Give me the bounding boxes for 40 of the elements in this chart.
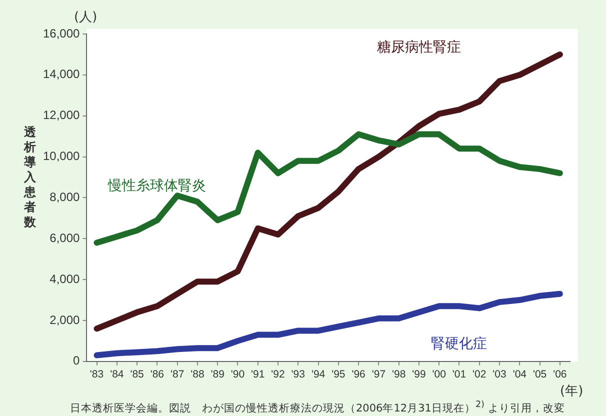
x-tick-label: '86 xyxy=(150,368,164,381)
x-tick-label: '02 xyxy=(472,368,486,381)
x-tick-label: '95 xyxy=(332,368,346,381)
y-tick-label: 4,000 xyxy=(50,272,80,286)
x-tick-label: '85 xyxy=(130,368,144,381)
x-tick-label: '98 xyxy=(392,368,406,381)
x-tick-label: '89 xyxy=(210,368,225,381)
y-tick-label: 12,000 xyxy=(43,108,80,122)
x-tick-label: '97 xyxy=(372,368,386,381)
x-tick-label: '01 xyxy=(452,368,466,381)
text: 糖尿病性腎症 xyxy=(376,40,461,56)
y-tick-label: 14,000 xyxy=(43,67,80,82)
x-tick-label: '87 xyxy=(170,368,184,381)
text: (人) xyxy=(74,9,98,26)
y-tick-label: 16,000 xyxy=(43,26,80,40)
x-tick-label: '92 xyxy=(271,368,286,381)
x-tick-label: '94 xyxy=(311,368,326,381)
x-tick-label: '83 xyxy=(90,368,104,381)
x-tick-label: '00 xyxy=(432,368,446,381)
series-label: 腎硬化症 xyxy=(431,336,488,352)
x-tick-label: '03 xyxy=(492,368,507,381)
x-tick-label: '90 xyxy=(230,368,245,381)
y-tick-label: 10,000 xyxy=(43,149,80,164)
y-axis-title: 透析導入患者数 xyxy=(22,125,37,230)
y-tick-label: 8,000 xyxy=(50,190,80,204)
x-tick-label: '88 xyxy=(190,368,204,381)
x-tick-label: '05 xyxy=(532,368,547,381)
y-tick-label: 6,000 xyxy=(50,230,80,245)
x-tick-label: '93 xyxy=(291,368,306,381)
text: 日本透析医学会編。図説 わが国の慢性透析療法の現況（2006年12月31日現在）$^{2)}$ より引用，改変 xyxy=(70,400,565,416)
y-tick-label: 2,000 xyxy=(50,312,80,327)
x-tick-label: '06 xyxy=(553,368,567,381)
y-tick-label: 0 xyxy=(73,354,80,368)
x-tick-label: '96 xyxy=(352,368,366,381)
x-tick-label: '91 xyxy=(251,368,265,381)
x-tick-label: '84 xyxy=(110,368,124,381)
x-tick-label: '99 xyxy=(412,368,426,381)
series-label: 慢性糸球体腎炎 xyxy=(107,178,206,194)
x-axis-title: (年) xyxy=(560,383,584,400)
x-tick-label: '04 xyxy=(512,368,527,381)
